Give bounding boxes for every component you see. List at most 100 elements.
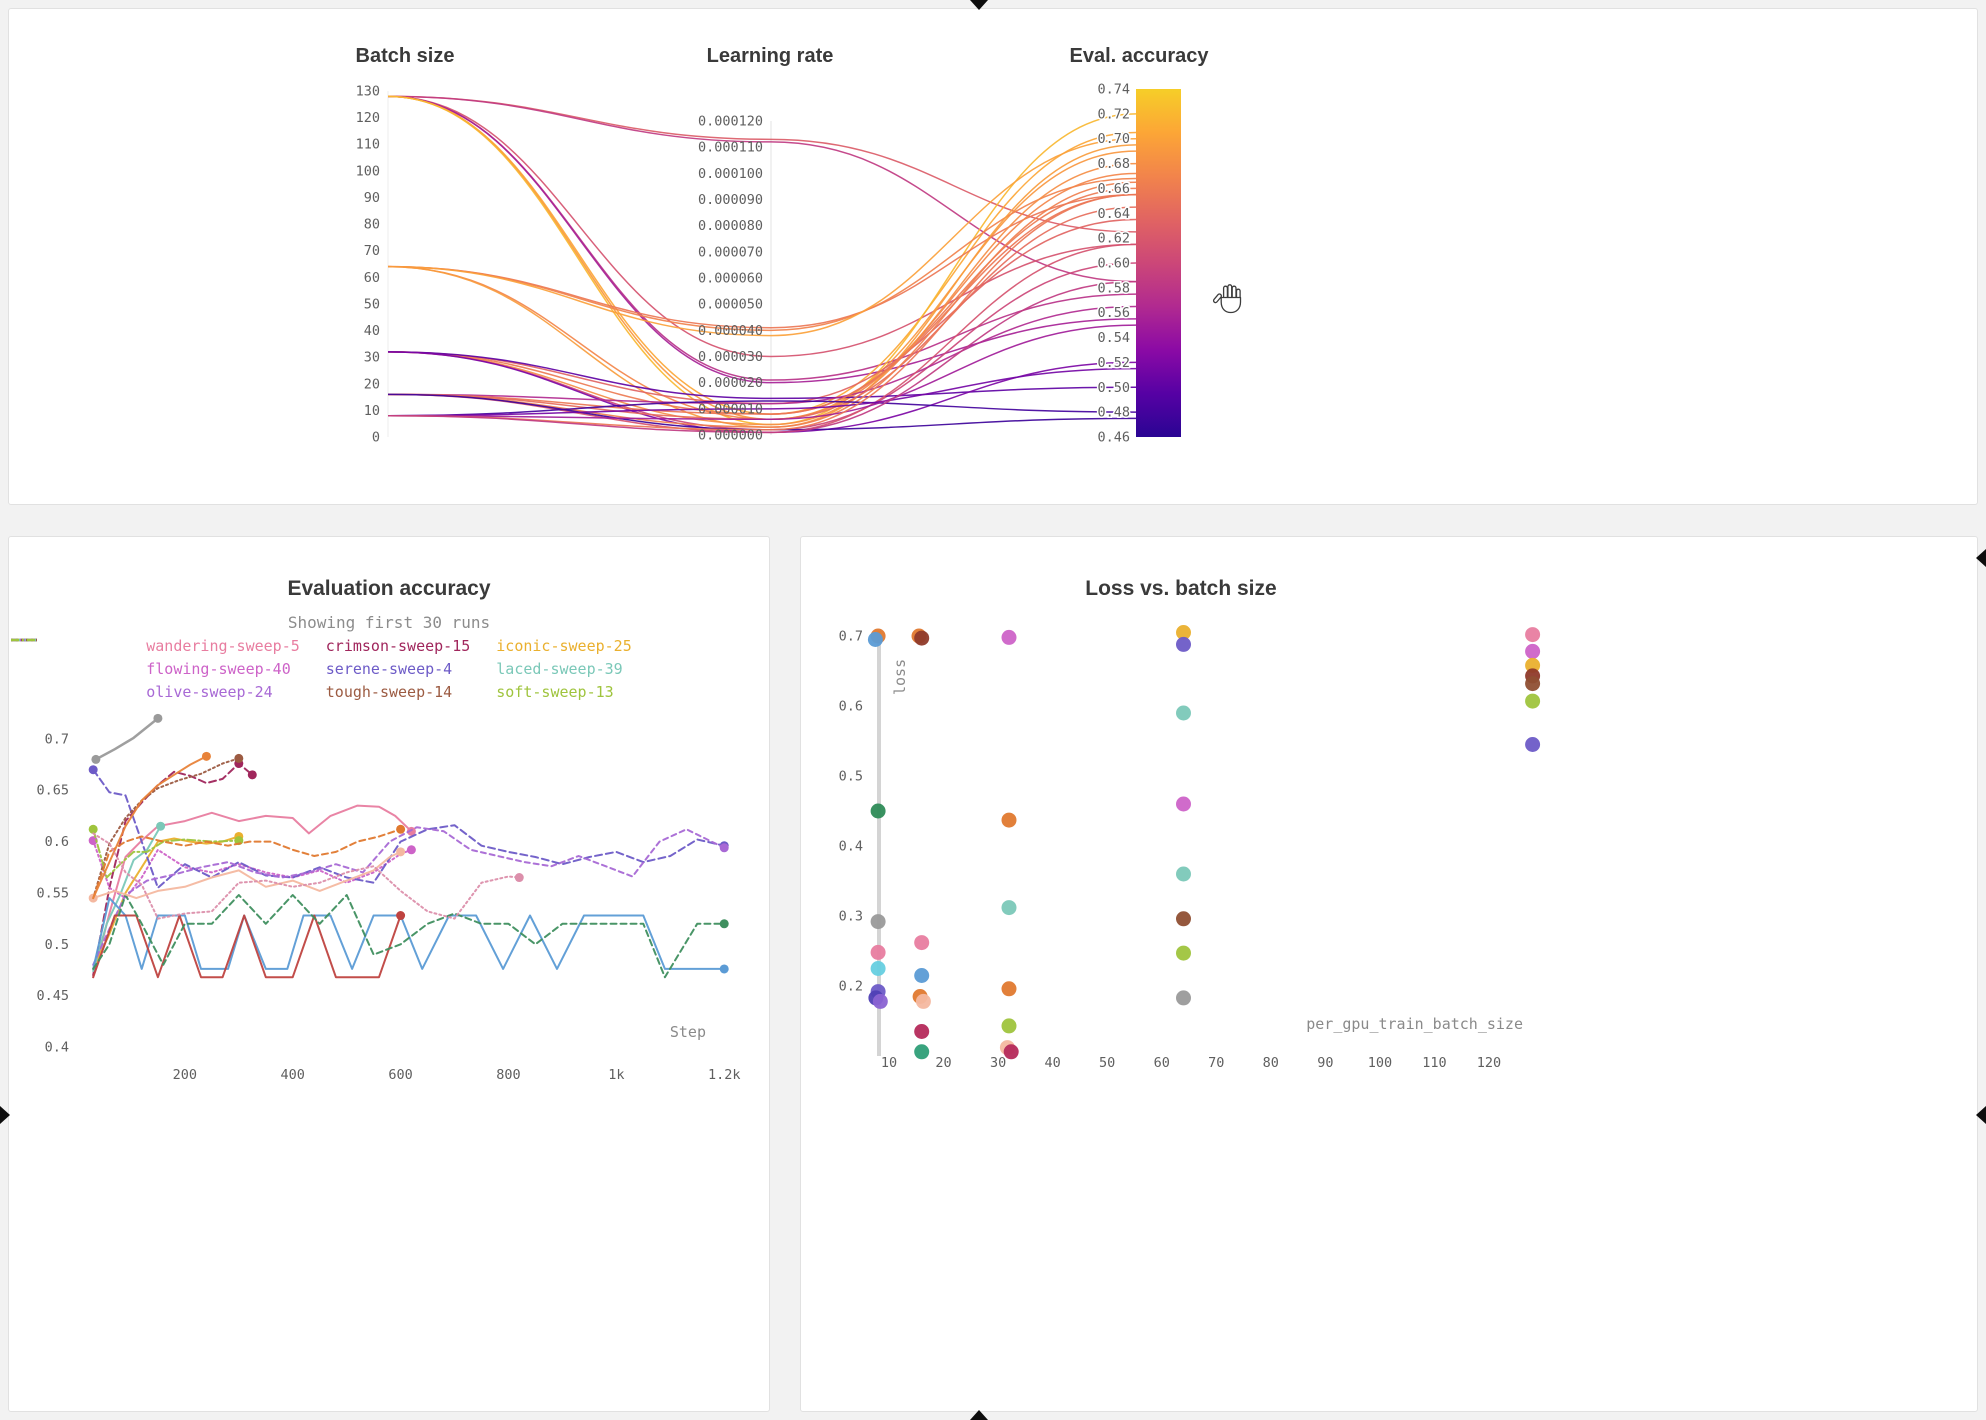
run-line[interactable] xyxy=(387,95,1137,384)
panel-resize-handle[interactable] xyxy=(970,1410,988,1420)
scatter-point[interactable] xyxy=(914,1024,930,1039)
legend-item[interactable]: iconic-sweep-25 xyxy=(11,635,632,656)
scatter-point[interactable] xyxy=(1525,737,1541,752)
run-line[interactable] xyxy=(387,95,1137,358)
scatter-point[interactable] xyxy=(1176,911,1191,927)
scatter-point[interactable] xyxy=(1525,657,1541,673)
run-line[interactable] xyxy=(387,181,1137,428)
legend-item[interactable]: flowing-sweep-40 xyxy=(11,638,300,679)
series-endpoint-marker[interactable] xyxy=(201,751,211,761)
panel-resize-handle[interactable] xyxy=(1976,1106,1986,1124)
evaluation-accuracy-chart[interactable]: 0.4 0.45 0.5 0.55 0.6 0.65 0.7 200 400 600 800 1k 1.… xyxy=(9,701,769,1171)
run-line[interactable] xyxy=(387,400,1137,417)
series-endpoint-marker[interactable] xyxy=(396,824,406,834)
scatter-point[interactable] xyxy=(1001,812,1017,828)
scatter-point[interactable] xyxy=(1176,636,1191,652)
scatter-point[interactable] xyxy=(1525,693,1541,709)
legend-item[interactable]: tough-sweep-14 xyxy=(11,638,471,702)
scatter-point[interactable] xyxy=(867,632,883,647)
parallel-coordinates-chart[interactable]: 0 10 20 30 40 50 60 70 80 90 100 110 120 130 0.000000 0… xyxy=(9,9,1977,504)
scatter-point[interactable] xyxy=(870,961,886,976)
run-line[interactable] xyxy=(387,177,1137,332)
scatter-point[interactable] xyxy=(1525,643,1541,659)
scatter-point[interactable] xyxy=(1176,705,1191,721)
series-endpoint-marker[interactable] xyxy=(719,843,729,853)
scatter-point[interactable] xyxy=(915,993,931,1009)
series-line[interactable] xyxy=(92,850,402,900)
series-endpoint-marker[interactable] xyxy=(396,911,406,921)
series-line[interactable] xyxy=(92,894,726,979)
scatter-point[interactable] xyxy=(872,993,888,1009)
run-line[interactable] xyxy=(387,137,1137,337)
loss-vs-batch-size-chart[interactable]: 0.2 0.3 0.4 0.5 0.6 0.7 10 20 30 40 50 60 70 80 90 100 1… xyxy=(801,537,1977,1411)
scatter-point[interactable] xyxy=(870,914,886,930)
series-line[interactable] xyxy=(92,762,254,977)
series-line[interactable] xyxy=(92,828,240,879)
scatter-point[interactable] xyxy=(1001,1018,1017,1034)
series-endpoint-marker[interactable] xyxy=(88,765,98,775)
scatter-point[interactable] xyxy=(914,935,930,951)
panel-resize-handle[interactable] xyxy=(1976,549,1986,567)
series-line[interactable] xyxy=(94,717,160,761)
scatter-point[interactable] xyxy=(870,803,886,819)
scatter-point[interactable] xyxy=(1176,990,1191,1006)
legend-item[interactable]: olive-sweep-24 xyxy=(11,638,300,702)
series-endpoint-marker[interactable] xyxy=(153,713,163,723)
scatter-point[interactable] xyxy=(1001,629,1017,645)
legend-item[interactable]: crimson-sweep-15 xyxy=(11,635,470,656)
series-endpoint-marker[interactable] xyxy=(719,964,729,974)
legend-label: tough-sweep-14 xyxy=(325,682,453,701)
series-line[interactable] xyxy=(92,897,726,970)
series-line[interactable] xyxy=(92,832,521,920)
series-endpoint-marker[interactable] xyxy=(156,821,166,831)
series-endpoint-marker[interactable] xyxy=(406,845,416,855)
panel-resize-handle[interactable] xyxy=(0,1106,10,1124)
run-line[interactable] xyxy=(387,367,1137,417)
series-endpoint-marker[interactable] xyxy=(91,754,101,764)
series-endpoint-marker[interactable] xyxy=(396,847,406,857)
scatter-point[interactable] xyxy=(914,968,930,983)
series-line[interactable] xyxy=(92,828,402,900)
run-line[interactable] xyxy=(387,305,1137,405)
scatter-point[interactable] xyxy=(1176,866,1191,882)
series-endpoint-marker[interactable] xyxy=(247,770,257,780)
scatter-point[interactable] xyxy=(1525,627,1541,643)
series-line[interactable] xyxy=(92,825,162,972)
series-endpoint-marker[interactable] xyxy=(719,919,729,929)
scatter-point[interactable] xyxy=(1176,945,1191,961)
tick-label: 0.56 xyxy=(1097,305,1130,321)
scatter-point[interactable] xyxy=(870,944,886,960)
series-line[interactable] xyxy=(92,914,402,979)
run-line[interactable] xyxy=(387,162,1137,426)
scatter-point[interactable] xyxy=(1176,625,1191,640)
series-line[interactable] xyxy=(92,768,726,889)
series-endpoint-marker[interactable] xyxy=(406,826,416,836)
run-line[interactable] xyxy=(387,193,1137,415)
series-endpoint-marker[interactable] xyxy=(234,753,244,763)
series-line[interactable] xyxy=(92,804,413,979)
series-line[interactable] xyxy=(92,826,726,966)
scatter-point[interactable] xyxy=(1003,1044,1019,1060)
series-line[interactable] xyxy=(92,757,240,900)
run-line[interactable] xyxy=(387,324,1137,421)
scatter-point[interactable] xyxy=(914,1044,930,1060)
series-endpoint-marker[interactable] xyxy=(88,824,98,834)
legend-item[interactable]: laced-sweep-39 xyxy=(11,638,631,679)
series-line[interactable] xyxy=(92,755,208,900)
series-endpoint-marker[interactable] xyxy=(88,836,98,846)
legend-item[interactable]: wandering-sweep-5 xyxy=(11,635,300,656)
scatter-point[interactable] xyxy=(914,630,930,646)
legend-label: soft-sweep-13 xyxy=(496,682,614,701)
run-line[interactable] xyxy=(387,351,1137,400)
scatter-point[interactable] xyxy=(1001,981,1017,997)
scatter-point[interactable] xyxy=(1176,796,1191,812)
scatter-point[interactable] xyxy=(1001,900,1017,916)
series-line[interactable] xyxy=(92,835,240,970)
panel-resize-handle[interactable] xyxy=(970,0,988,10)
run-line[interactable] xyxy=(387,280,1137,434)
series-endpoint-marker[interactable] xyxy=(514,873,524,883)
legend-item[interactable]: serene-sweep-4 xyxy=(11,638,471,679)
scatter-point[interactable] xyxy=(1525,676,1541,692)
legend-item[interactable]: soft-sweep-13 xyxy=(11,638,631,702)
run-line[interactable] xyxy=(387,193,1137,431)
